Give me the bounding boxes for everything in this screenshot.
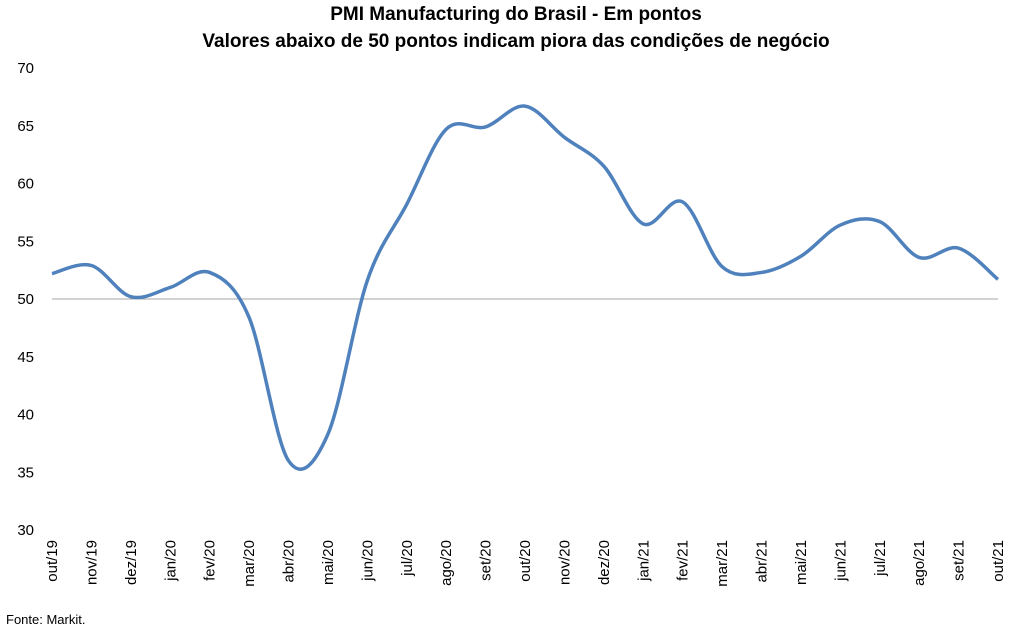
x-tick-label: nov/19 [83,540,100,585]
y-tick-label: 60 [17,176,34,193]
x-tick-label: jun/20 [359,540,376,582]
x-tick-label: mar/21 [714,540,731,587]
y-tick-label: 30 [17,522,34,539]
y-tick-label: 35 [17,464,34,481]
x-tick-label: abr/20 [281,540,298,583]
x-tick-label: ago/21 [911,540,928,586]
y-tick-label: 45 [17,349,34,366]
x-tick-label: out/20 [517,540,534,582]
x-tick-label: fev/20 [202,540,219,581]
x-tick-label: set/20 [478,540,495,581]
x-tick-label: jun/21 [832,540,849,582]
x-tick-label: jul/21 [872,540,889,577]
x-tick-label: out/21 [990,540,1007,582]
chart-title: PMI Manufacturing do Brasil - Em pontos [330,4,702,25]
x-tick-label: fev/21 [675,540,692,581]
y-tick-label: 40 [17,407,34,424]
chart-subtitle: Valores abaixo de 50 pontos indicam pior… [202,31,829,52]
x-tick-label: ago/20 [438,540,455,586]
x-tick-label: abr/21 [754,540,771,583]
x-tick-label: out/19 [44,540,61,582]
x-tick-label: mai/20 [320,540,337,585]
y-tick-label: 55 [17,233,34,250]
source-note: Fonte: Markit. [6,612,85,627]
x-tick-label: jan/21 [635,540,652,582]
x-tick-label: jan/20 [162,540,179,582]
x-tick-label: dez/20 [596,540,613,585]
x-tick-label: jul/20 [399,540,416,577]
x-tick-label: mai/21 [793,540,810,585]
y-tick-label: 50 [17,291,34,308]
x-tick-label: nov/20 [556,540,573,585]
x-tick-label: dez/19 [123,540,140,585]
x-tick-label: set/21 [951,540,968,581]
y-tick-label: 65 [17,118,34,135]
y-tick-label: 70 [17,60,34,77]
x-tick-label: mar/20 [241,540,258,587]
series-line [51,104,1000,471]
